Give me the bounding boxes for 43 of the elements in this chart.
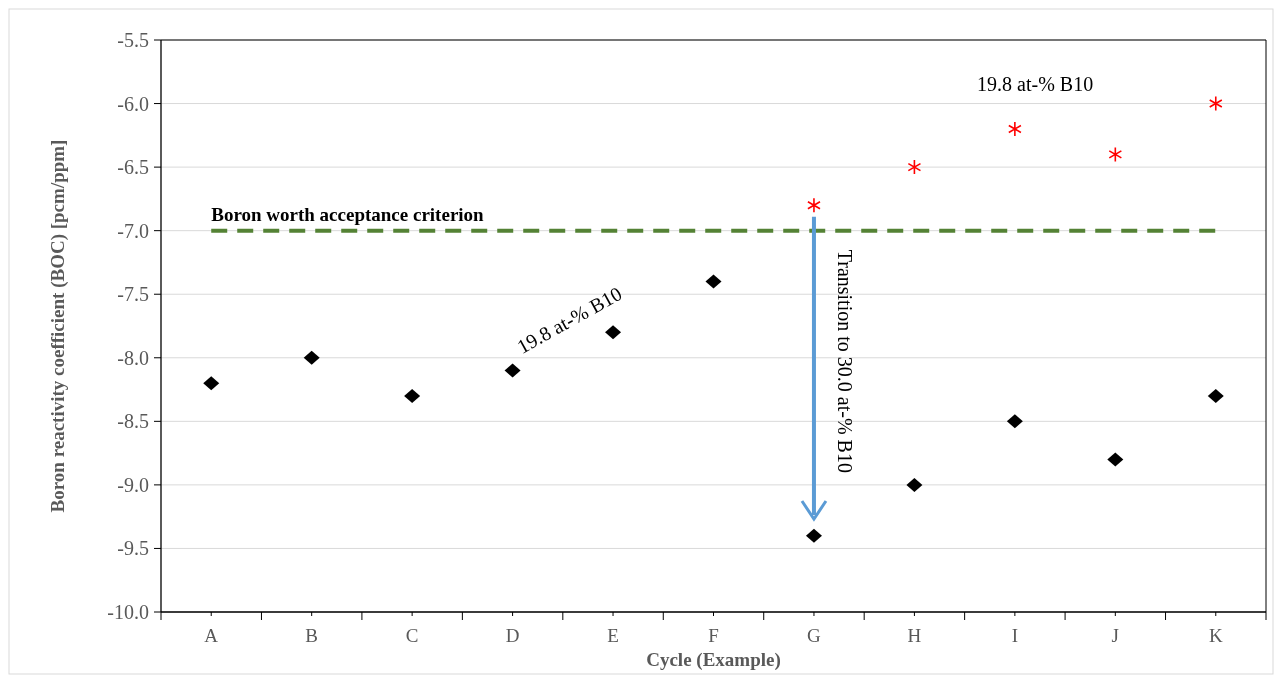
- annotation: Transition to 30.0 at-% B10: [833, 249, 856, 473]
- point: [605, 325, 622, 340]
- y-tick-label: -8.5: [117, 410, 149, 433]
- x-tick-label: I: [1011, 625, 1019, 646]
- y-tick-label: -10.0: [107, 601, 149, 623]
- x-tick-label: E: [607, 625, 619, 646]
- point: [1208, 95, 1223, 112]
- x-tick-label: K: [1208, 625, 1223, 646]
- x-tick-label: A: [204, 625, 219, 646]
- annotation: 19.8 at-% B10: [977, 72, 1094, 95]
- point: [404, 388, 421, 403]
- point: [1008, 121, 1022, 137]
- point: [1108, 146, 1123, 163]
- y-tick-label: -7.0: [117, 219, 149, 242]
- x-tick-label: J: [1111, 625, 1120, 646]
- point: [303, 350, 320, 365]
- point: [203, 376, 220, 391]
- ref-line-label: Boron worth acceptance criterion: [211, 203, 485, 225]
- x-tick-label: D: [505, 625, 520, 646]
- y-axis-title: Boron reactivity coefficient (BOC) [pcm/ppm]: [47, 139, 69, 513]
- x-tick-label: H: [907, 625, 922, 646]
- y-tick-label: -6.0: [117, 92, 149, 115]
- point: [1006, 414, 1023, 429]
- point: [907, 159, 922, 175]
- x-tick-label: G: [807, 625, 822, 646]
- point: [1107, 452, 1124, 467]
- y-tick-label: -8.0: [117, 346, 149, 369]
- y-tick-label: -9.5: [117, 537, 149, 560]
- annotation: 19.8 at-% B10: [513, 282, 626, 358]
- point: [504, 363, 521, 378]
- x-tick-label: F: [708, 625, 719, 646]
- x-tick-label: B: [305, 625, 319, 646]
- point: [805, 528, 822, 543]
- y-tick-label: -9.0: [117, 473, 149, 496]
- point: [807, 197, 821, 214]
- y-tick-label: -5.5: [117, 29, 149, 51]
- point: [705, 274, 722, 289]
- point: [906, 477, 923, 492]
- x-tick-label: C: [405, 625, 419, 646]
- point: [1207, 388, 1224, 403]
- x-axis-title: Cycle (Example): [646, 649, 781, 671]
- y-tick-label: -6.5: [117, 156, 149, 179]
- y-tick-label: -7.5: [117, 283, 149, 306]
